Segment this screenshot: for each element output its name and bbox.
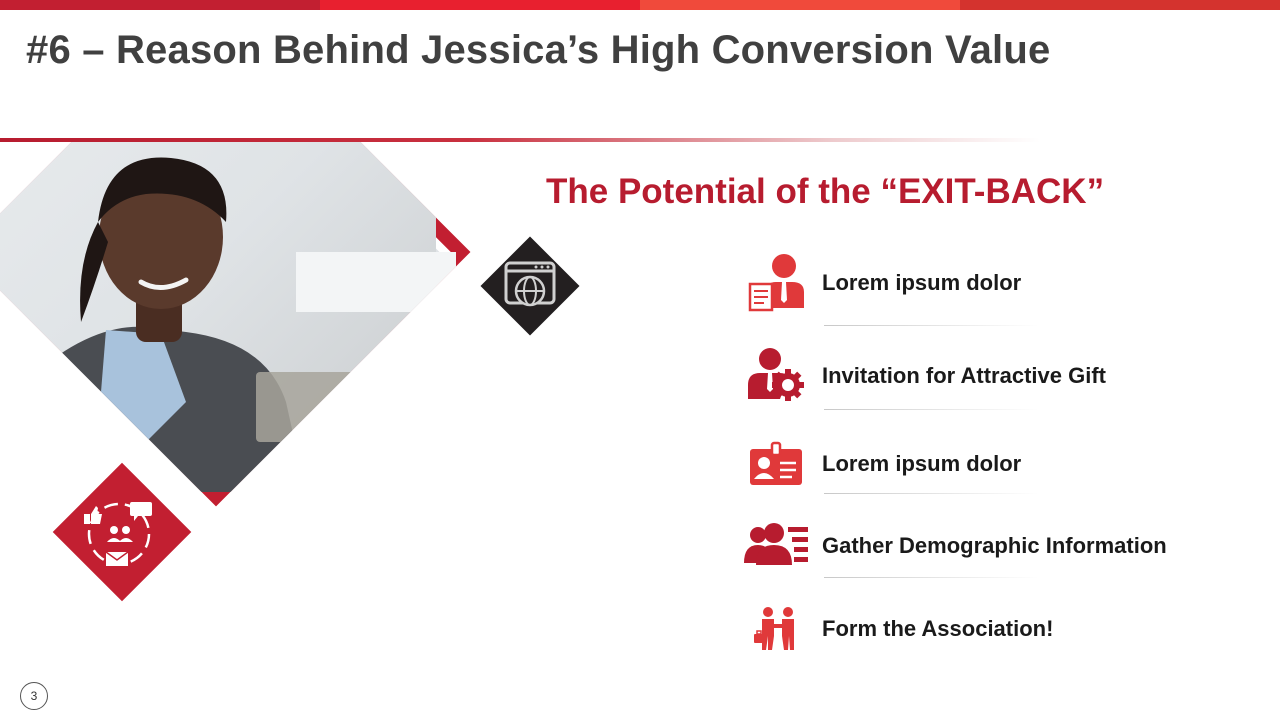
list-item-1: Lorem ipsum dolor (744, 252, 1244, 326)
top-accent-bar (0, 0, 1280, 10)
item-label: Invitation for Attractive Gift (822, 363, 1106, 388)
accent-bar-segment-1 (0, 0, 320, 10)
item-divider (824, 325, 1039, 326)
photo-diamond-area (0, 142, 600, 642)
accent-bar-segment-3 (640, 0, 960, 10)
item-label: Lorem ipsum dolor (822, 451, 1022, 476)
list-item-2: Invitation for Attractive Gift (744, 345, 1244, 415)
item-label: Lorem ipsum dolor (822, 270, 1022, 295)
list-item-3: Lorem ipsum dolor (744, 433, 1244, 503)
id-card-icon (750, 441, 802, 485)
section-heading: The Potential of the “EXIT-BACK” (546, 172, 1105, 211)
item-label: Gather Demographic Information (822, 533, 1167, 558)
page-number: 3 (20, 682, 48, 710)
title-divider (0, 138, 1040, 142)
handshake-icon (754, 607, 794, 650)
list-item-4: Gather Demographic Information (744, 515, 1244, 585)
photo-diamond (0, 142, 471, 507)
item-divider (824, 577, 1039, 578)
accent-bar-segment-4 (960, 0, 1280, 10)
photo-woman-working (0, 142, 456, 493)
browser-globe-icon (480, 236, 580, 336)
accent-bar-segment-2 (320, 0, 640, 10)
people-list-icon (744, 523, 808, 565)
social-engagement-icon (52, 462, 192, 602)
business-person-document-icon (748, 254, 804, 312)
list-item-5: Form the Association! (744, 598, 1244, 668)
slide-title: #6 – Reason Behind Jessica’s High Conver… (26, 28, 1051, 72)
item-divider (824, 493, 1039, 494)
item-label: Form the Association! (822, 616, 1054, 641)
item-divider (824, 409, 1039, 410)
person-gear-icon (748, 348, 804, 401)
